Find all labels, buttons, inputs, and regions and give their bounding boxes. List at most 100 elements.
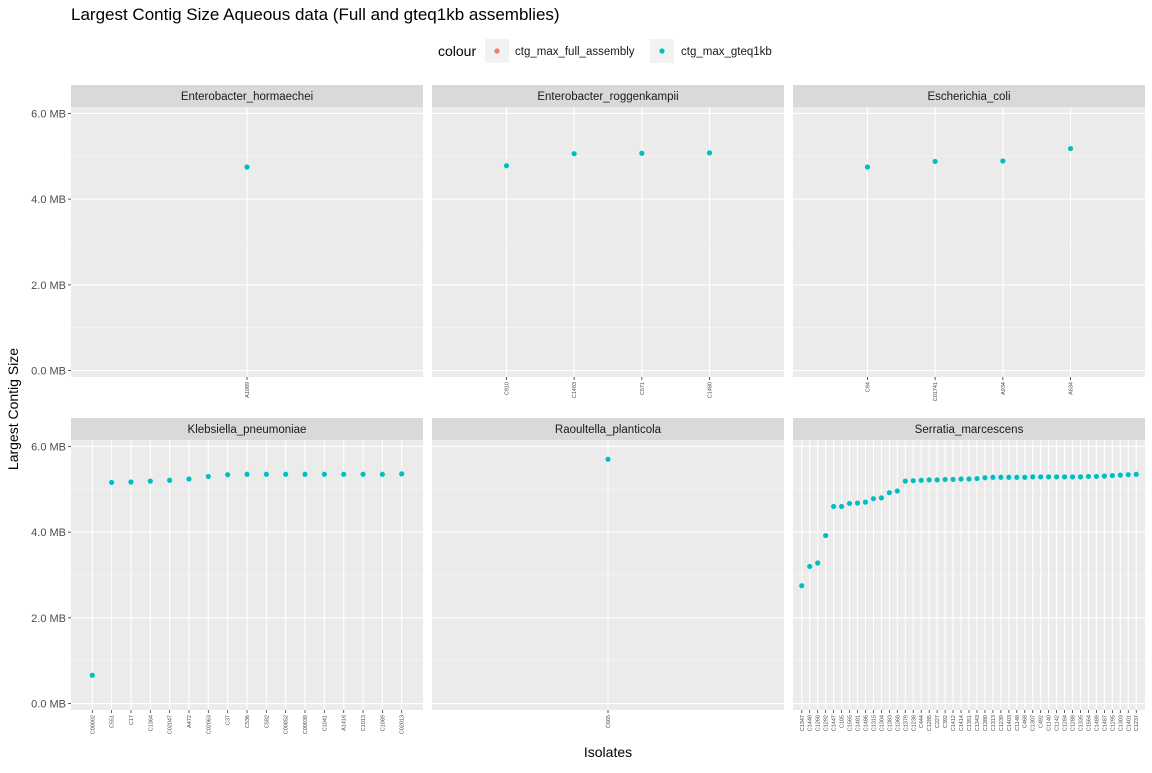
x-tick-label: C1288	[1071, 715, 1077, 731]
data-point	[128, 479, 134, 485]
data-point	[244, 471, 250, 477]
data-point	[225, 472, 231, 478]
y-tick-label: 0.0 MB	[31, 699, 66, 711]
data-point	[1006, 474, 1012, 480]
x-tick-label: C1041	[322, 715, 328, 731]
data-point	[399, 471, 405, 477]
x-tick-label: C1142	[1055, 715, 1061, 731]
data-point	[918, 477, 924, 483]
x-tick-label: C1481	[856, 715, 862, 731]
facet-Escherichia_coli: Escherichia_coli C94 C01741 A934 A634	[793, 85, 1145, 401]
data-point	[998, 474, 1004, 480]
legend-label-gteq1kb: ctg_max_gteq1kb	[681, 46, 772, 58]
data-point	[1085, 473, 1092, 480]
data-point	[910, 478, 916, 484]
data-point	[321, 471, 327, 477]
data-point	[934, 477, 940, 483]
facet-Raoultella_planticola: Raoultella_planticola C665	[432, 418, 784, 728]
data-point	[109, 479, 115, 486]
x-tick-label: C582	[264, 715, 270, 728]
x-tick-label: C1379	[903, 715, 909, 731]
data-point	[1022, 474, 1028, 480]
x-tick-label: C1483	[572, 382, 578, 398]
x-tick-label: C1489	[1094, 715, 1100, 731]
x-tick-label: C1364	[148, 715, 154, 731]
x-tick-label: C551	[110, 715, 116, 728]
data-point	[1117, 472, 1123, 478]
data-point	[1038, 474, 1044, 480]
x-tick-label: C1315	[871, 715, 877, 731]
x-tick-label: C1351	[967, 715, 973, 731]
data-point	[902, 478, 908, 484]
facet-strip-label: Enterobacter_hormaechei	[181, 91, 313, 103]
facet-strip-label: Klebsiella_pneumoniae	[188, 424, 307, 436]
data-point	[958, 476, 964, 482]
y-axis-title: Largest Contig Size	[5, 348, 21, 470]
data-point	[974, 475, 980, 482]
data-point	[894, 488, 900, 494]
x-tick-label: C1565	[848, 715, 854, 731]
data-point	[1077, 474, 1084, 480]
y-tick-label: 2.0 MB	[31, 613, 66, 625]
data-point	[831, 503, 837, 510]
data-point	[950, 476, 956, 483]
x-tick-label: C01741	[933, 382, 939, 401]
data-point	[360, 471, 366, 477]
x-tick-label: C1564	[1086, 715, 1092, 731]
x-tick-label: C1292	[824, 715, 830, 731]
legend-marker-gteq1kb	[659, 48, 665, 54]
x-tick-label: C1401	[1126, 715, 1132, 731]
y-tick-label: 6.0 MB	[31, 108, 66, 120]
data-point	[990, 474, 996, 480]
data-point	[1061, 474, 1068, 480]
data-point	[1101, 473, 1107, 479]
x-tick-label: C1487	[1102, 715, 1108, 731]
x-tick-label: C665	[606, 715, 612, 728]
data-point	[854, 500, 861, 506]
x-tick-label: A934	[1001, 382, 1007, 395]
facet-strip	[71, 418, 423, 440]
x-tick-label: C105	[840, 715, 846, 728]
data-point	[283, 471, 289, 477]
x-tick-label: C1412	[951, 715, 957, 731]
x-tick-label: C1480	[708, 382, 714, 398]
data-point	[1030, 474, 1036, 480]
x-tick-label: C492	[1039, 715, 1045, 728]
x-tick-label: C1303	[1118, 715, 1124, 731]
x-tick-label: C1304	[879, 715, 885, 731]
x-tick-label: C1268	[816, 715, 822, 731]
x-tick-label: A472	[187, 715, 193, 728]
data-point	[862, 499, 869, 505]
data-point	[870, 496, 877, 502]
x-tick-label: C444	[919, 715, 925, 728]
data-point	[186, 476, 192, 482]
data-point	[846, 500, 853, 507]
x-tick-label: C1140	[1047, 715, 1053, 731]
x-tick-label: C1403	[1007, 715, 1013, 731]
data-point	[147, 478, 153, 484]
y-tick-label: 4.0 MB	[31, 527, 66, 539]
x-tick-label: C1148	[1015, 715, 1021, 731]
x-tick-label: C00939	[303, 715, 309, 734]
data-point	[886, 490, 892, 496]
x-tick-label: C94	[865, 382, 871, 392]
legend-title: colour	[438, 43, 476, 59]
x-tick-label: C910	[504, 382, 510, 395]
data-point	[1067, 145, 1074, 152]
facet-Klebsiella_pneumoniae: Klebsiella_pneumoniae C00002 C551 C17 C1364 C…	[31, 418, 423, 734]
x-tick-label: A1416	[342, 715, 348, 731]
data-point	[966, 476, 972, 482]
facet-strip	[432, 85, 784, 107]
facet-strip-label: Serratia_marcescens	[915, 424, 1024, 436]
facet-panels: Enterobacter_hormaechei A1089 0.0 MB 2.0 MB…	[31, 85, 1145, 734]
x-tick-label: C1285	[927, 715, 933, 731]
data-point	[89, 672, 95, 678]
x-tick-label: C1486	[863, 715, 869, 731]
data-point	[379, 471, 385, 477]
y-tick-label: 2.0 MB	[31, 280, 66, 292]
data-point	[244, 164, 250, 170]
x-tick-label: C468	[1023, 715, 1029, 728]
y-tick-label: 0.0 MB	[31, 366, 66, 378]
chart-title: Largest Contig Size Aqueous data (Full a…	[71, 5, 560, 24]
